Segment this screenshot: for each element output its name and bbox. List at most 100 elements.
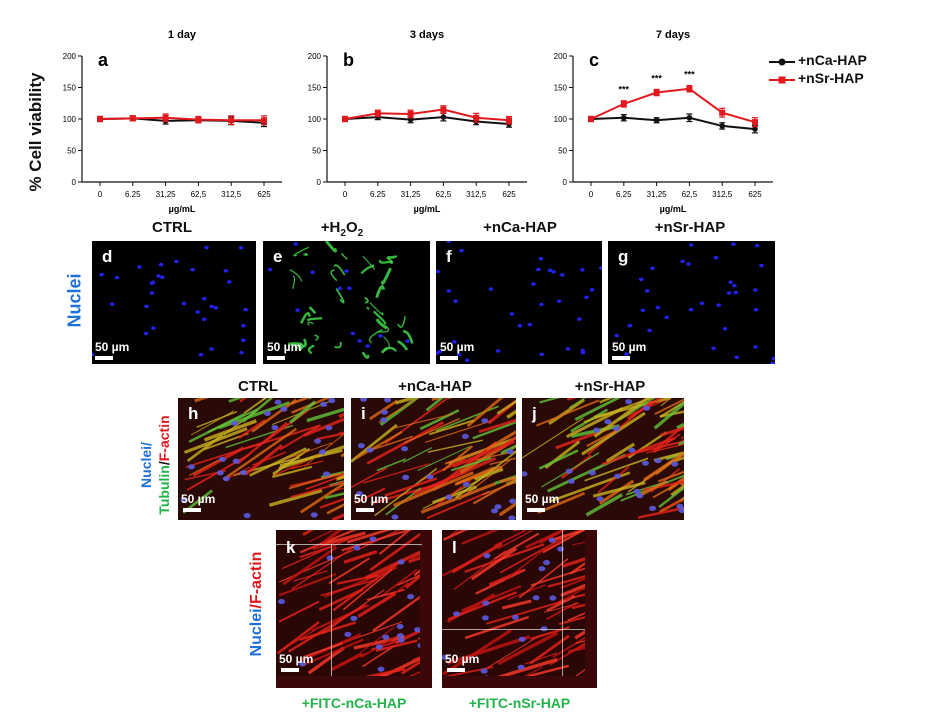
ros-signal <box>375 318 388 330</box>
nucleus <box>732 283 737 288</box>
ros-signal <box>381 267 392 285</box>
y-tick-label: 50 <box>558 147 567 156</box>
fiber <box>654 398 684 415</box>
ros-signal <box>341 253 348 260</box>
nucleus <box>396 623 404 630</box>
nucleus <box>326 555 334 561</box>
fiber <box>637 506 684 519</box>
fiber <box>660 426 684 437</box>
nucleus <box>699 301 705 306</box>
fiber <box>291 547 354 590</box>
fiber <box>251 398 297 433</box>
nucleus <box>716 303 721 307</box>
scale-bar-d <box>95 356 113 360</box>
nucleus <box>613 426 621 432</box>
label-tubulin: Tubulin <box>156 465 172 515</box>
panel-j-title: +nSr-HAP <box>574 378 646 395</box>
fiber <box>290 398 311 405</box>
nucleus <box>480 668 488 674</box>
orthogonal-bottom-view-l <box>442 676 597 688</box>
fiber <box>571 539 597 546</box>
micrograph-l: l 50 µm <box>442 530 597 688</box>
nucleus <box>216 470 224 476</box>
nucleus <box>426 474 434 480</box>
fiber <box>474 467 504 481</box>
ros-signal <box>314 334 319 341</box>
fiber <box>452 439 516 468</box>
fiber <box>304 642 344 658</box>
row3-side-label: Nuclei/ Tubulin/F-actin <box>130 395 176 525</box>
fiber <box>312 533 365 550</box>
legend-marker-nca <box>769 58 795 66</box>
fiber <box>338 412 344 419</box>
ros-signal <box>289 269 303 282</box>
orthogonal-side-view-k <box>420 530 432 676</box>
nucleus <box>446 289 452 293</box>
fiber <box>319 497 344 509</box>
nucleus <box>624 352 629 356</box>
ros-signal <box>402 330 414 344</box>
data-point <box>752 119 758 126</box>
fiber <box>369 530 427 572</box>
fiber <box>355 430 403 460</box>
nucleus <box>565 347 571 351</box>
ros-signal <box>387 255 398 259</box>
nucleus <box>567 478 575 484</box>
nucleus <box>640 308 646 313</box>
nucleus <box>295 308 300 312</box>
fiber <box>378 530 412 555</box>
ros-signal <box>309 306 317 315</box>
nucleus <box>647 328 652 333</box>
fiber <box>419 409 460 431</box>
fiber <box>238 418 266 439</box>
fiber <box>331 513 344 520</box>
nucleus <box>453 611 460 617</box>
data-point <box>440 106 447 113</box>
fiber <box>597 466 630 494</box>
nucleus <box>589 288 595 292</box>
fiber <box>660 398 672 407</box>
panel-letter-b: b <box>343 50 354 70</box>
fiber <box>566 398 577 401</box>
scale-bar-i <box>356 508 374 512</box>
nucleus <box>456 352 462 357</box>
series-line-nSr-HAP <box>344 108 510 122</box>
nucleus <box>771 356 775 361</box>
nucleus <box>144 304 149 309</box>
data-point <box>653 89 660 96</box>
fiber <box>658 486 684 509</box>
nucleus <box>556 299 562 303</box>
nucleus <box>509 312 515 316</box>
nucleus <box>678 507 684 514</box>
panel-letter-i: i <box>361 404 366 423</box>
x-axis-label: µg/mL <box>169 204 196 214</box>
fiber <box>568 398 587 409</box>
nucleus <box>453 299 458 303</box>
chart-title: 7 days <box>656 29 690 41</box>
nucleus <box>180 497 188 503</box>
fiber <box>500 444 516 455</box>
nucleus <box>350 331 356 336</box>
fiber <box>272 459 310 477</box>
x-tick-label: 31,25 <box>647 190 668 199</box>
fiber <box>276 621 320 655</box>
fiber <box>605 442 636 463</box>
y-tick-label: 150 <box>63 84 77 93</box>
fiber <box>442 628 512 676</box>
fiber <box>324 492 344 500</box>
fiber <box>524 530 567 549</box>
nucleus <box>213 306 219 310</box>
fiber <box>279 424 322 451</box>
nucleus <box>365 344 370 348</box>
nucleus <box>759 263 764 268</box>
nucleus <box>99 272 104 277</box>
row4-side-label: Nuclei/F-actin <box>242 540 274 670</box>
x-tick-label: 0 <box>343 190 348 199</box>
fiber <box>446 635 531 665</box>
fiber <box>432 485 478 505</box>
x-tick-label: 0 <box>589 190 594 199</box>
fiber <box>196 411 238 428</box>
fiber <box>372 590 429 632</box>
nucleus <box>483 553 491 559</box>
panel-i-title: +nCa-HAP <box>398 378 472 395</box>
